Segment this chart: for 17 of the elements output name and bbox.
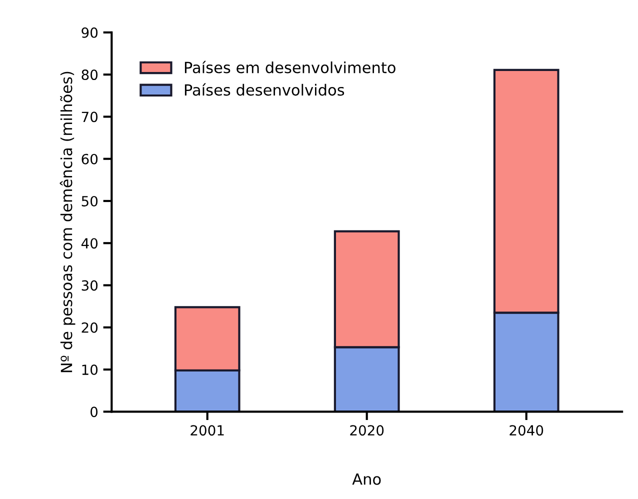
legend-label: Países desenvolvidos — [184, 83, 344, 96]
x-tick-label: 2001 — [190, 425, 224, 436]
y-tick-label: 70 — [82, 112, 98, 122]
y-tick-label: 20 — [82, 322, 98, 333]
x-tick-label: 2020 — [350, 425, 384, 436]
legend-label: Países em desenvolvimento — [184, 60, 396, 74]
x-tick-label: 2040 — [510, 425, 544, 436]
y-tick-label: 60 — [82, 154, 98, 164]
y-tick-label: 0 — [90, 406, 98, 418]
y-tick-label: 90 — [82, 27, 98, 38]
y-tick-label: 10 — [82, 364, 98, 376]
x-axis-title: Ano — [352, 474, 381, 485]
y-tick-label: 80 — [82, 70, 98, 80]
y-axis-title: Nº de pessoas com demência (milhões) — [60, 72, 76, 372]
y-tick-label: 40 — [81, 238, 98, 249]
y-tick-label: 50 — [82, 196, 98, 206]
y-tick-label: 30 — [82, 280, 98, 291]
